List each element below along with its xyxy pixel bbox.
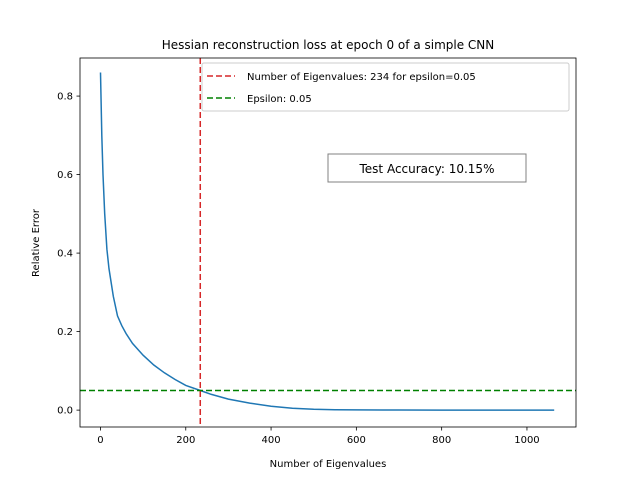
x-tick-label: 800 [432,435,451,446]
x-tick-label: 400 [262,435,281,446]
y-tick-label: 0.4 [57,249,73,260]
legend-entry-horizontal-line: Epsilon: 0.05 [247,94,312,105]
x-tick-label: 0 [97,435,103,446]
legend: Number of Eigenvalues: 234 for epsilon=0… [201,62,570,112]
x-tick-label: 200 [176,435,195,446]
y-tick-label: 0.2 [57,327,73,338]
annotation-frame [327,153,527,183]
chart-title: Hessian reconstruction loss at epoch 0 o… [162,38,495,52]
x-tick-label: 1000 [514,435,539,446]
series-line-0 [99,72,555,411]
legend-frame [201,62,570,112]
y-tick-label: 0.6 [57,170,73,181]
x-axis: 0 200 400 600 800 1000 [97,427,540,446]
x-tick-label: 600 [347,435,366,446]
plot-area [80,58,576,427]
y-tick-label: 0.8 [57,92,73,103]
y-tick-label: 0.0 [57,406,73,417]
annotation-text: Test Accuracy: 10.15% [359,162,495,176]
y-axis-label: Relative Error [31,208,42,277]
plot-frame [79,57,577,428]
annotation-box: Test Accuracy: 10.15% [327,153,527,183]
x-axis-label: Number of Eigenvalues [270,459,387,470]
y-axis: 0.0 0.2 0.4 0.6 0.8 [57,92,80,417]
legend-entry-vertical-line: Number of Eigenvalues: 234 for epsilon=0… [247,72,476,83]
